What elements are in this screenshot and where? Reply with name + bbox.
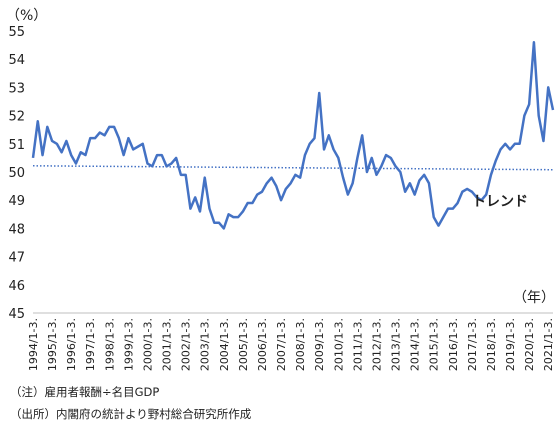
x-tick-label: 2005/1-3. [237, 318, 250, 371]
x-tick-label: 2000/1-3. [141, 318, 154, 371]
trend-line [32, 165, 554, 171]
x-tick-label: 2014/1-3. [409, 318, 422, 371]
x-tick-label: 1995/1-3. [46, 318, 59, 371]
trend-series-label: トレンド [472, 194, 528, 210]
chart: （%） （年） 45 46 47 48 49 50 51 52 53 54 55 1994/1-3.… [6, 8, 555, 371]
x-tick-label: 2010/1-3. [332, 318, 345, 371]
x-tick-label: 1998/1-3. [103, 318, 116, 371]
y-tick-label: 51 [8, 138, 25, 153]
y-tick-label: 50 [8, 166, 25, 181]
footnote-note: （注）雇用者報酬÷名目GDP [10, 385, 160, 399]
x-tick-label: 2020/1-3. [523, 318, 536, 371]
x-tick-labels: 1994/1-3. 1995/1-3. 1996/1-3. 1997/1-3. 1998… [27, 318, 555, 371]
x-tick-label: 1996/1-3. [65, 318, 78, 371]
y-tick-label: 46 [8, 279, 25, 294]
x-axis-unit-label: （年） [513, 290, 555, 306]
y-tick-label: 52 [8, 110, 25, 125]
labor-share-line [31, 41, 555, 230]
x-tick-label: 2011/1-3. [351, 318, 364, 371]
x-tick-label: 2007/1-3. [275, 318, 288, 371]
y-tick-label: 48 [8, 222, 25, 237]
x-tick-label: 2021/1-3. [542, 318, 555, 371]
x-tick-label: 2001/1-3. [161, 318, 174, 371]
x-tick-label: 2019/1-3. [504, 318, 517, 371]
x-tick-label: 2013/1-3. [390, 318, 403, 371]
x-tick-label: 2017/1-3. [466, 318, 479, 371]
x-tick-label: 2003/1-3. [199, 318, 212, 371]
x-tick-label: 2006/1-3. [256, 318, 269, 371]
x-tick-label: 2012/1-3. [370, 318, 383, 371]
y-tick-label: 49 [8, 194, 25, 209]
footnote-source: （出所）内閣府の統計より野村総合研究所作成 [10, 407, 252, 421]
x-tick-label: 2009/1-3. [313, 318, 326, 371]
y-tick-label: 45 [8, 307, 25, 322]
x-tick-label: 2018/1-3. [485, 318, 498, 371]
y-tick-label: 55 [8, 25, 25, 40]
x-tick-label: 1997/1-3. [84, 318, 97, 371]
x-tick-label: 2004/1-3. [218, 318, 231, 371]
y-tick-label: 53 [8, 81, 25, 96]
y-tick-labels: 45 46 47 48 49 50 51 52 53 54 55 [8, 25, 25, 322]
x-tick-label: 2016/1-3. [447, 318, 460, 371]
x-tick-label: 1994/1-3. [27, 318, 40, 371]
x-tick-label: 2015/1-3. [428, 318, 441, 371]
x-tick-label: 2008/1-3. [294, 318, 307, 371]
series-group [31, 41, 555, 230]
x-tick-label: 2002/1-3. [180, 318, 193, 371]
y-axis-unit-label: （%） [6, 8, 47, 24]
y-tick-label: 54 [8, 53, 25, 68]
y-tick-label: 47 [8, 251, 25, 266]
x-tick-label: 1999/1-3. [122, 318, 135, 371]
